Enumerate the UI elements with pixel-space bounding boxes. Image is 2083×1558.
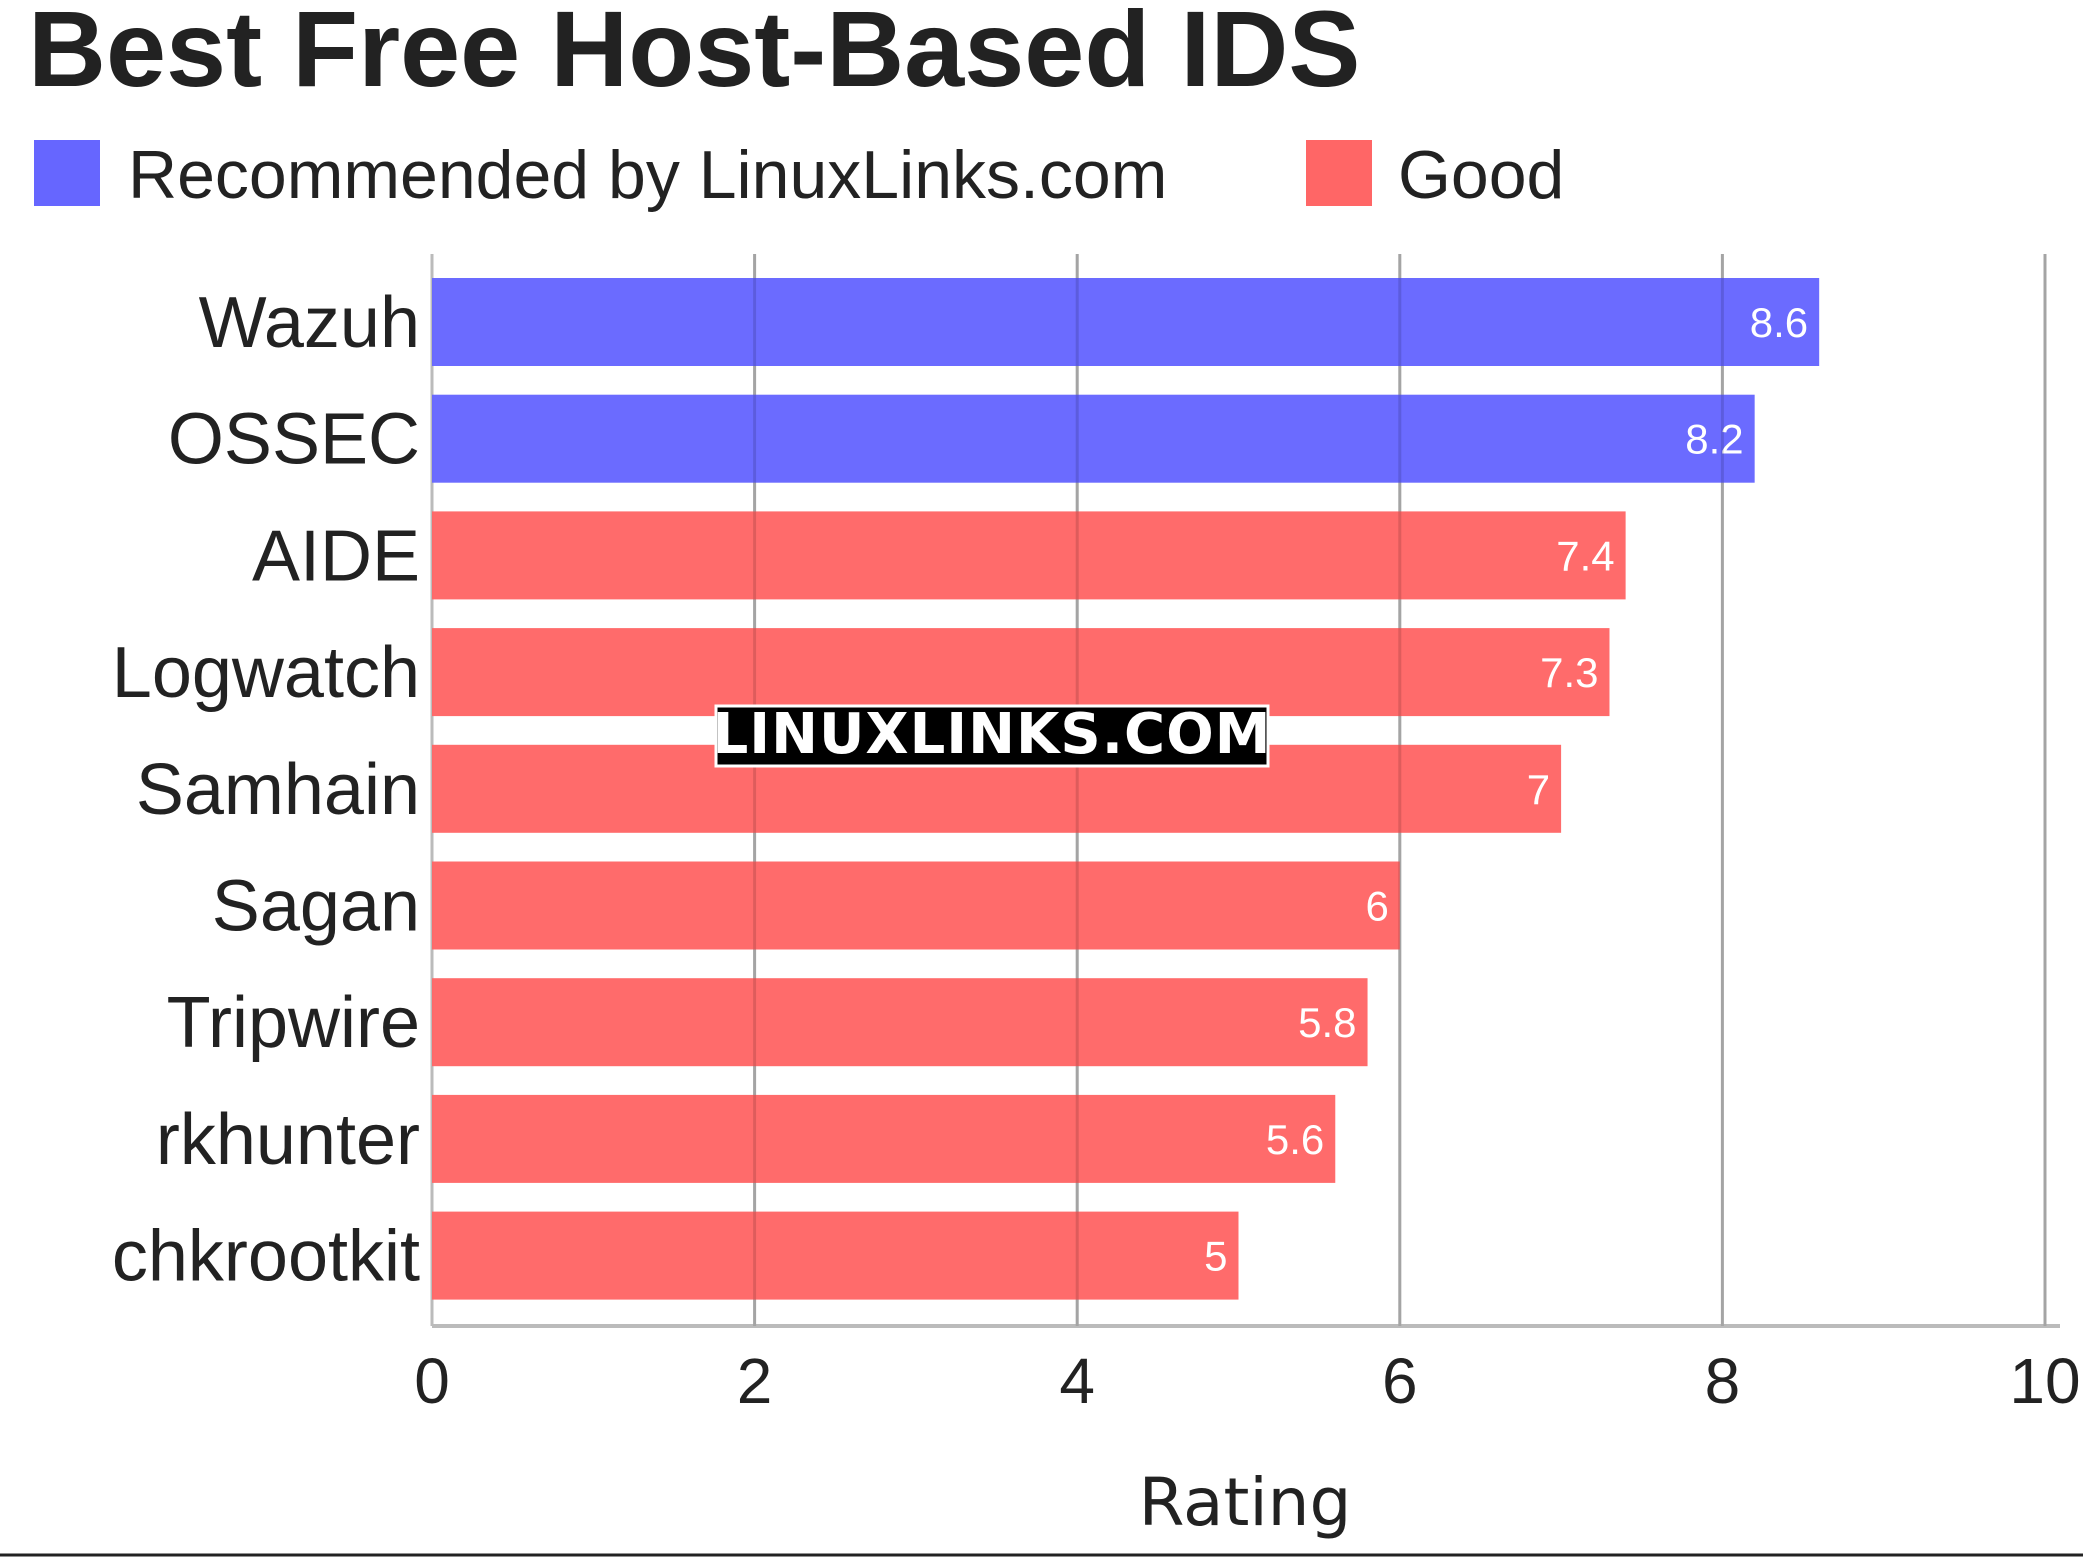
legend-swatch-recommended	[34, 140, 100, 206]
bar-logwatch	[432, 628, 1610, 717]
value-label-logwatch: 7.3	[1540, 649, 1598, 696]
value-label-tripwire: 5.8	[1298, 999, 1356, 1046]
legend: Recommended by LinuxLinks.com Good	[34, 137, 1564, 213]
value-label-aide: 7.4	[1556, 532, 1614, 579]
bar-rkhunter	[432, 1094, 1336, 1183]
grid-overlay	[753, 254, 2047, 1326]
category-labels: Wazuh OSSEC AIDE Logwatch Samhain Sagan Tripwi…	[112, 283, 420, 1297]
bar-ossec	[432, 394, 1755, 483]
x-tick-labels: 0 2 4 6 8 10	[414, 1345, 2080, 1417]
legend-label-good: Good	[1398, 137, 1564, 213]
category-label-wazuh: Wazuh	[199, 283, 420, 363]
x-tick-label: 8	[1705, 1345, 1741, 1417]
bar-sagan	[432, 861, 1400, 950]
x-tick-label: 10	[2009, 1345, 2080, 1417]
value-label-chkrootkit: 5	[1204, 1233, 1227, 1280]
x-axis-title: Rating	[1139, 1464, 1352, 1541]
value-label-ossec: 8.2	[1685, 416, 1743, 463]
x-tick-label: 4	[1059, 1345, 1095, 1417]
category-label-tripwire: Tripwire	[167, 983, 420, 1063]
value-label-wazuh: 8.6	[1750, 299, 1808, 346]
category-label-chkrootkit: chkrootkit	[112, 1217, 420, 1297]
category-label-aide: AIDE	[252, 516, 420, 596]
watermark-text: LINUXLINKS.COM	[713, 702, 1272, 767]
chart-title: Best Free Host-Based IDS	[28, 0, 1360, 109]
category-label-samhain: Samhain	[136, 750, 420, 830]
legend-swatch-good	[1306, 140, 1372, 206]
bar-chkrootkit	[432, 1211, 1239, 1300]
watermark-box	[714, 704, 1270, 768]
bar-wazuh	[432, 278, 1820, 366]
category-label-logwatch: Logwatch	[112, 633, 420, 713]
x-tick-label: 6	[1382, 1345, 1418, 1417]
x-tick-label: 0	[414, 1345, 450, 1417]
value-label-sagan: 6	[1365, 883, 1388, 930]
bar-aide	[432, 511, 1626, 600]
category-label-sagan: Sagan	[212, 867, 420, 947]
x-tick-label: 2	[737, 1345, 773, 1417]
category-label-rkhunter: rkhunter	[156, 1100, 420, 1180]
category-label-ossec: OSSEC	[168, 400, 420, 480]
value-label-rkhunter: 5.6	[1266, 1116, 1324, 1163]
bar-tripwire	[432, 978, 1368, 1067]
value-label-samhain: 7	[1527, 766, 1550, 813]
bars: 8.6 8.2 7.4 7.3 7 6 5.8 5.6 5	[432, 278, 1820, 1300]
legend-label-recommended: Recommended by LinuxLinks.com	[128, 137, 1167, 213]
watermark: LINUXLINKS.COM	[713, 702, 1272, 768]
